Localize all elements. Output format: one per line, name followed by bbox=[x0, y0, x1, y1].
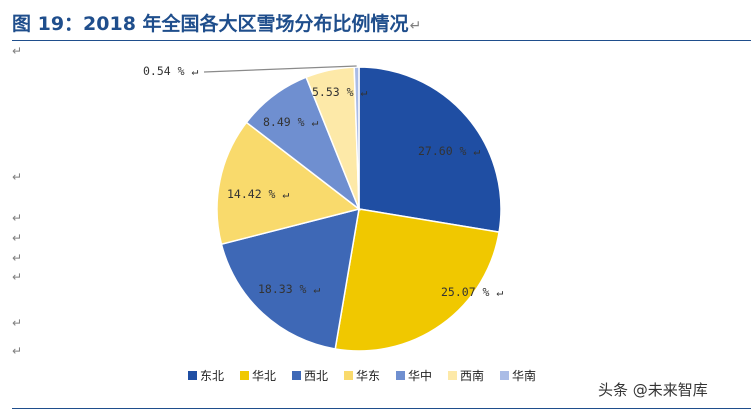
chart-legend: 东北 华北 西北 华东 华中 西南 华南 bbox=[188, 368, 536, 383]
legend-label-2: 华北 bbox=[252, 369, 276, 383]
margin-return-mark: ↵ bbox=[12, 211, 23, 225]
data-label-3: 18.33 % ↵ bbox=[258, 282, 320, 296]
data-label-6: 5.53 % ↵ bbox=[312, 85, 367, 99]
legend-swatch-4 bbox=[344, 371, 353, 380]
legend-label-4: 华东 bbox=[356, 369, 380, 383]
top-rule bbox=[12, 40, 751, 41]
pie-slice-3 bbox=[220, 207, 360, 350]
legend-label-6: 西南 bbox=[460, 368, 484, 383]
pie-slice-4 bbox=[216, 121, 361, 246]
pie-slice-2 bbox=[334, 208, 500, 352]
margin-return-mark: ↵ bbox=[12, 316, 23, 330]
margin-return-mark: ↵ bbox=[12, 44, 23, 58]
pie-slices bbox=[216, 66, 502, 352]
margin-return-mark: ↵ bbox=[12, 231, 23, 245]
watermark: 头条 @未来智库 bbox=[598, 381, 708, 399]
data-label-2: 25.07 % ↵ bbox=[441, 285, 503, 299]
data-label-7: 0.54 % ↵ bbox=[143, 64, 198, 78]
page-title: 图 19：2018 年全国各大区雪场分布比例情况↵ bbox=[12, 9, 421, 36]
pie-slice-1 bbox=[358, 66, 502, 234]
margin-return-mark: ↵ bbox=[12, 344, 23, 358]
margin-return-mark: ↵ bbox=[12, 270, 23, 284]
bottom-rule bbox=[12, 408, 751, 409]
margin-return-mark: ↵ bbox=[12, 170, 23, 184]
legend-swatch-2 bbox=[240, 371, 249, 380]
pie-slice-7 bbox=[353, 66, 360, 210]
legend-swatch-1 bbox=[188, 371, 197, 380]
legend-swatch-3 bbox=[292, 371, 301, 380]
legend-swatch-7 bbox=[500, 371, 509, 380]
legend-label-5: 华中 bbox=[408, 368, 432, 383]
legend-swatch-6 bbox=[448, 371, 457, 380]
data-label-1: 27.60 % ↵ bbox=[418, 144, 480, 158]
return-mark: ↵ bbox=[409, 18, 422, 34]
legend-label-7: 华南 bbox=[512, 368, 536, 383]
data-label-5: 8.49 % ↵ bbox=[263, 115, 318, 129]
title-text: 图 19：2018 年全国各大区雪场分布比例情况 bbox=[12, 13, 409, 35]
legend-label-1: 东北 bbox=[200, 369, 224, 383]
legend-swatch-5 bbox=[396, 371, 405, 380]
legend-label-3: 西北 bbox=[304, 369, 328, 383]
leader-line bbox=[203, 65, 357, 73]
data-label-4: 14.42 % ↵ bbox=[227, 187, 289, 201]
margin-return-mark: ↵ bbox=[12, 251, 23, 265]
pie-data-labels: 27.60 % ↵ 25.07 % ↵ 18.33 % ↵ 14.42 % ↵ 8.49… bbox=[143, 64, 503, 299]
